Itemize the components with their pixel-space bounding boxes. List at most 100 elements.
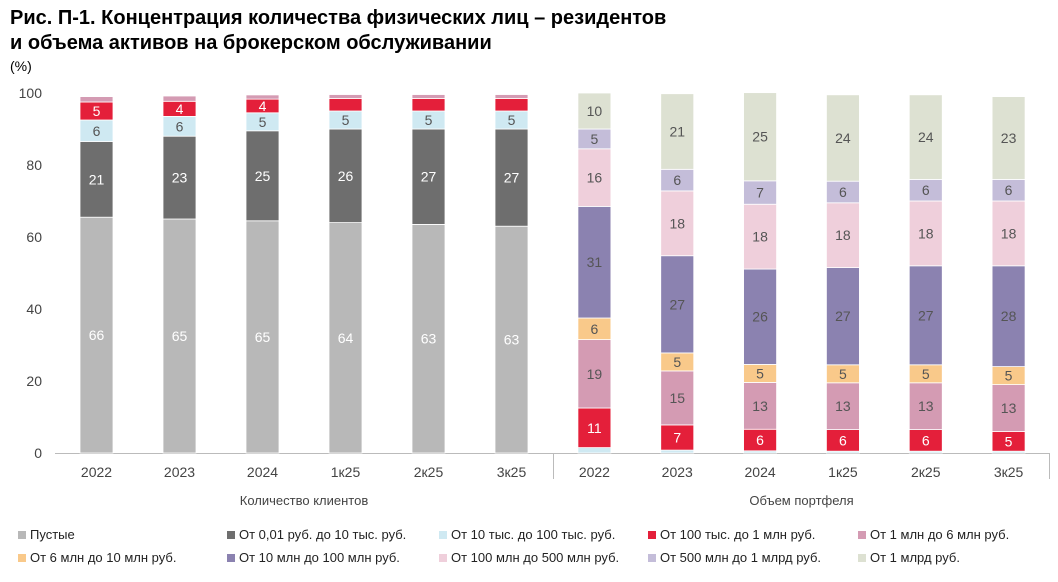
x-tick-label: 3к25 <box>497 464 527 480</box>
bar-segment <box>79 95 114 97</box>
bar-segment <box>908 200 943 267</box>
data-label: 65 <box>255 329 271 345</box>
legend-item: От 1 млн до 6 млн руб. <box>858 527 1009 542</box>
data-label: 23 <box>1001 130 1017 146</box>
data-label: 25 <box>255 168 271 184</box>
data-label: 5 <box>673 354 681 370</box>
legend-label: От 6 млн до 10 млн руб. <box>30 550 177 565</box>
legend-label: От 10 млн до 100 млн руб. <box>239 550 400 565</box>
x-tick-label: 2023 <box>164 464 195 480</box>
x-tick-label: 2022 <box>81 464 112 480</box>
y-tick-label: 60 <box>26 229 42 245</box>
legend-item: Пустые <box>18 527 75 542</box>
x-tick-label: 3к25 <box>994 464 1024 480</box>
x-tick-label: 1к25 <box>331 464 361 480</box>
data-label: 6 <box>591 321 599 337</box>
data-label: 5 <box>1005 368 1013 384</box>
bar-segment <box>494 93 529 95</box>
bar-segment <box>991 96 1026 180</box>
legend-item: От 1 млрд руб. <box>858 550 960 565</box>
bar-segment <box>908 94 943 180</box>
bar-segment <box>162 95 197 102</box>
data-label: 5 <box>93 103 101 119</box>
bar-segment <box>245 220 280 454</box>
bar-segment <box>660 190 695 257</box>
bar-segment <box>411 223 446 454</box>
data-label: 18 <box>1001 225 1017 241</box>
legend-swatch <box>227 553 235 562</box>
legend-label: От 100 тыс. до 1 млн руб. <box>660 527 816 542</box>
data-label: 27 <box>504 170 520 186</box>
bar-segment <box>245 130 280 222</box>
data-label: 15 <box>669 390 685 406</box>
bar-segment <box>826 94 860 182</box>
bar-segment <box>245 93 280 96</box>
data-label: 16 <box>587 170 603 186</box>
data-label: 6 <box>922 432 930 448</box>
legend-swatch <box>648 553 656 562</box>
bar-segment <box>743 382 777 430</box>
data-label: 6 <box>1005 182 1013 198</box>
data-label: 21 <box>669 124 685 140</box>
legend-item: От 6 млн до 10 млн руб. <box>18 550 176 565</box>
data-label: 6 <box>839 432 847 448</box>
data-label: 18 <box>835 227 851 243</box>
data-label: 23 <box>172 170 188 186</box>
data-label: 31 <box>587 254 603 270</box>
bar-segment <box>328 222 363 454</box>
data-label: 28 <box>1001 308 1017 324</box>
data-label: 63 <box>421 331 437 347</box>
data-label: 25 <box>752 129 768 145</box>
legend-swatch <box>439 530 447 539</box>
legend-swatch <box>858 553 866 562</box>
y-tick-label: 80 <box>26 157 42 173</box>
legend-swatch <box>18 553 26 562</box>
bar-segment <box>79 216 114 454</box>
data-label: 27 <box>918 307 934 323</box>
data-label: 13 <box>918 398 934 414</box>
chart-title: Рис. П-1. Концентрация количества физиче… <box>10 6 1050 56</box>
bar-segment <box>743 203 777 270</box>
x-tick-label: 2023 <box>662 464 693 480</box>
data-label: 6 <box>922 182 930 198</box>
data-label: 27 <box>835 308 851 324</box>
data-label: 66 <box>89 327 105 343</box>
legend-item: От 100 тыс. до 1 млн руб. <box>648 527 815 542</box>
legend-label: От 0,01 руб. до 10 тыс. руб. <box>239 527 407 542</box>
data-label: 19 <box>587 366 603 382</box>
data-label: 27 <box>421 169 437 185</box>
bar-segment <box>660 424 695 451</box>
data-label: 6 <box>93 123 101 139</box>
x-tick-label: 1к25 <box>828 464 858 480</box>
x-axis-title: Количество клиентов <box>240 493 369 508</box>
y-tick-label: 20 <box>26 373 42 389</box>
bar-segment <box>577 447 612 454</box>
data-label: 64 <box>338 330 354 346</box>
data-label: 5 <box>508 112 516 128</box>
bar-segment <box>660 255 695 354</box>
data-label: 7 <box>756 185 764 201</box>
legend-swatch <box>439 553 447 562</box>
bar-segment <box>411 128 446 225</box>
bar-segment <box>162 135 197 220</box>
bar-segment <box>494 225 529 454</box>
bar-segment <box>79 96 114 103</box>
data-label: 5 <box>756 365 764 381</box>
legend-label: От 10 тыс. до 100 тыс. руб. <box>451 527 616 542</box>
bar-segment <box>411 93 446 95</box>
bar-segment <box>660 370 695 426</box>
data-label: 18 <box>918 225 934 241</box>
chart-title-line-1: Рис. П-1. Концентрация количества физиче… <box>10 7 667 29</box>
y-tick-label: 0 <box>34 445 42 461</box>
data-label: 6 <box>673 172 681 188</box>
bar-segment <box>991 384 1026 432</box>
legend-item: От 0,01 руб. до 10 тыс. руб. <box>227 527 406 542</box>
data-label: 26 <box>338 168 354 184</box>
bar-segment <box>245 94 280 100</box>
data-label: 18 <box>669 215 685 231</box>
bar-segment <box>826 382 860 430</box>
data-label: 10 <box>587 103 603 119</box>
data-label: 5 <box>922 366 930 382</box>
bar-segment <box>411 94 446 99</box>
bar-segment <box>328 94 363 99</box>
